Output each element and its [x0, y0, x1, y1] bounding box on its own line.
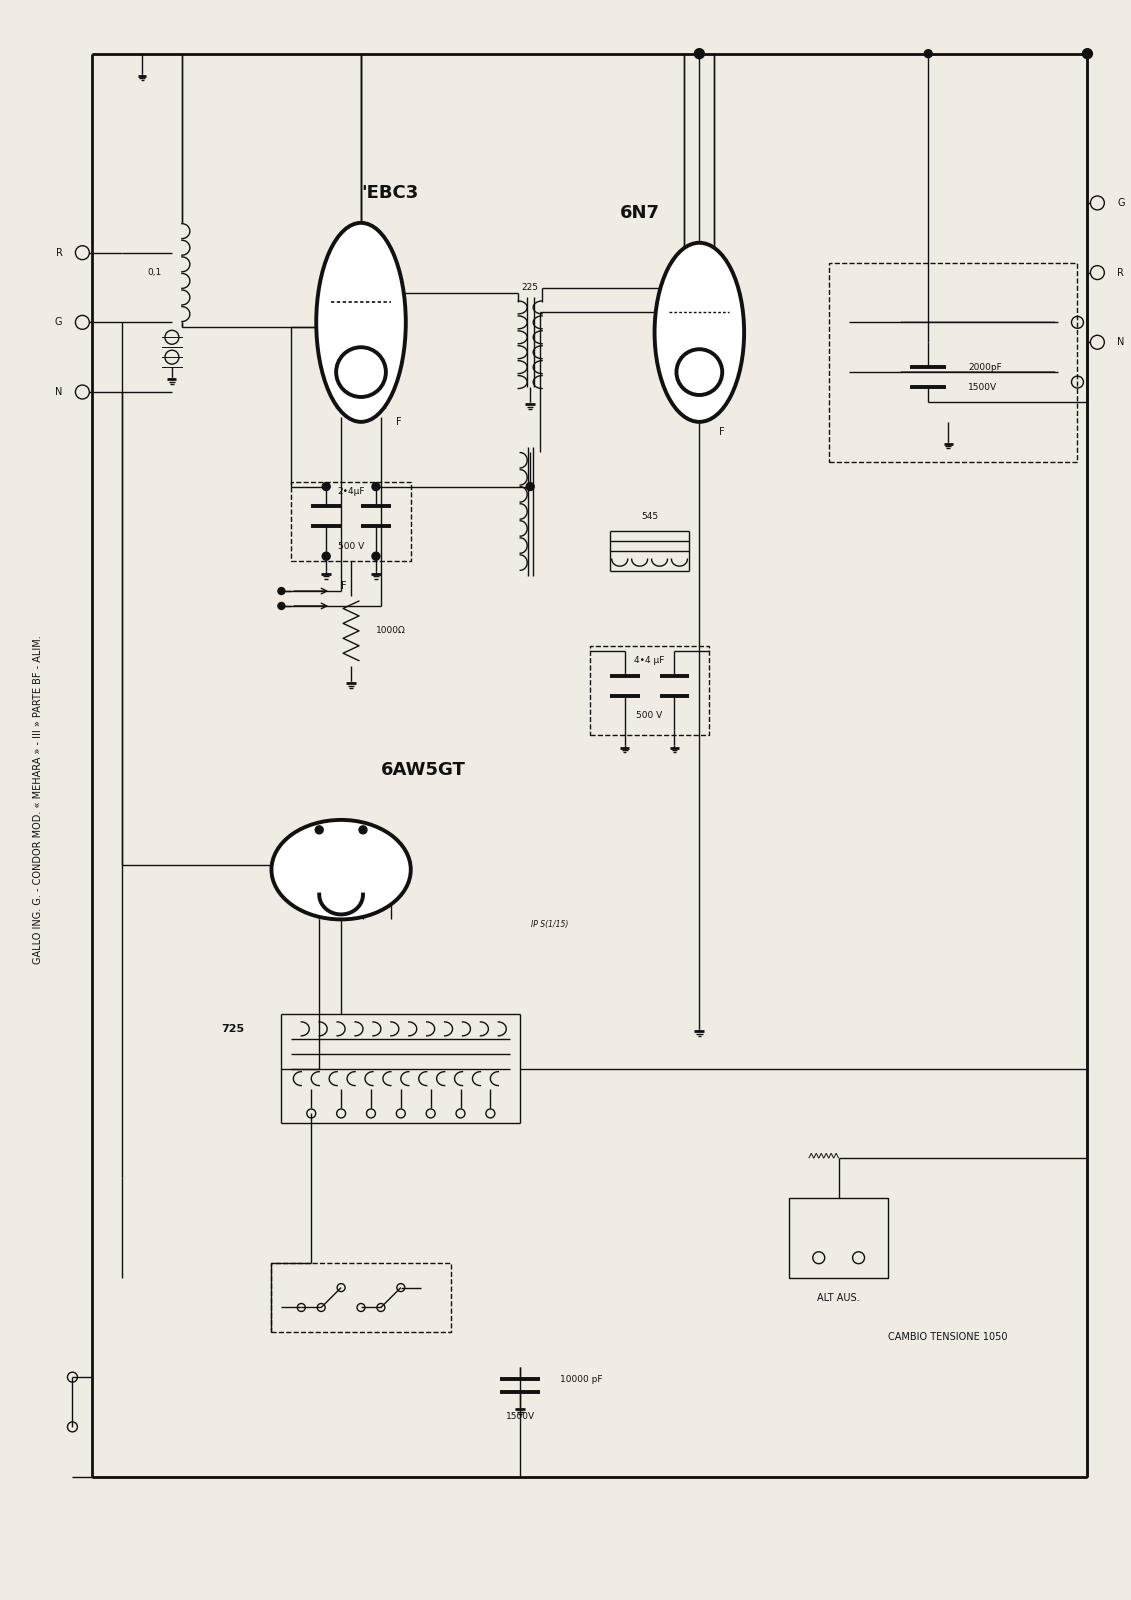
Text: G: G	[55, 317, 62, 328]
Text: GALLO ING. G. - CONDOR MOD. « MEHARA » - III » PARTE BF - ALIM.: GALLO ING. G. - CONDOR MOD. « MEHARA » -…	[33, 635, 43, 965]
Text: N: N	[55, 387, 62, 397]
Text: 'EBC3: 'EBC3	[361, 184, 418, 202]
Text: R: R	[1117, 267, 1124, 278]
Circle shape	[336, 347, 386, 397]
Text: 225: 225	[521, 283, 538, 293]
Bar	[590, 646, 709, 736]
Text: R: R	[55, 248, 62, 258]
Ellipse shape	[271, 819, 411, 920]
Text: F: F	[396, 418, 402, 427]
Circle shape	[322, 552, 330, 560]
Text: 1500V: 1500V	[968, 382, 998, 392]
Text: 545: 545	[641, 512, 658, 522]
Bar	[271, 1262, 450, 1333]
Text: 2000pF: 2000pF	[968, 363, 1002, 371]
Bar	[292, 482, 411, 562]
Circle shape	[676, 349, 723, 395]
Circle shape	[322, 483, 330, 491]
Text: 4•4 μF: 4•4 μF	[634, 656, 665, 666]
Circle shape	[316, 826, 323, 834]
Text: 725: 725	[222, 1024, 244, 1034]
Circle shape	[278, 587, 285, 595]
Text: CAMBIO TENSIONE 1050: CAMBIO TENSIONE 1050	[889, 1333, 1008, 1342]
Text: 6N7: 6N7	[620, 203, 659, 222]
Text: F: F	[719, 427, 725, 437]
Text: 1000Ω: 1000Ω	[375, 626, 406, 635]
Text: 10000 pF: 10000 pF	[560, 1374, 603, 1384]
Bar	[789, 1198, 889, 1278]
Circle shape	[372, 552, 380, 560]
Text: IP S(1/15): IP S(1/15)	[532, 920, 569, 930]
Circle shape	[1082, 48, 1093, 59]
Text: N: N	[1117, 338, 1124, 347]
Text: 2•4μF: 2•4μF	[337, 486, 365, 496]
Text: G: G	[1117, 198, 1124, 208]
Ellipse shape	[655, 243, 744, 422]
Bar	[829, 262, 1078, 462]
Text: F: F	[342, 581, 347, 590]
Circle shape	[372, 483, 380, 491]
Text: 1500V: 1500V	[506, 1413, 535, 1421]
Circle shape	[924, 50, 932, 58]
Text: ALT AUS.: ALT AUS.	[818, 1293, 860, 1302]
Ellipse shape	[317, 222, 406, 422]
Circle shape	[359, 826, 366, 834]
Text: 6AW5GT: 6AW5GT	[381, 762, 466, 779]
Circle shape	[694, 48, 705, 59]
Circle shape	[278, 603, 285, 610]
Circle shape	[526, 483, 534, 491]
Text: 500 V: 500 V	[338, 542, 364, 550]
Text: 500 V: 500 V	[637, 710, 663, 720]
Text: 0,1: 0,1	[148, 269, 162, 277]
